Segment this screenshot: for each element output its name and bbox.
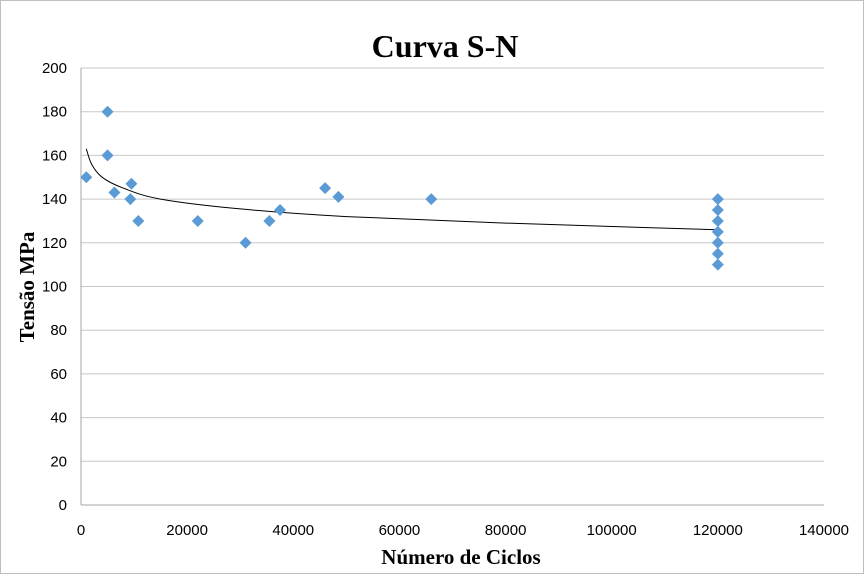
y-tick-label: 200 [42, 60, 67, 77]
y-axis-ticks: 0 20 40 60 80 100 120 140 160 180 200 [42, 60, 67, 514]
data-point [108, 186, 121, 199]
x-axis-label: Número de Ciclos [381, 545, 540, 569]
x-tick-label: 0 [77, 522, 85, 539]
data-point [125, 177, 138, 190]
data-point [711, 204, 724, 217]
data-points [80, 105, 724, 271]
data-point [711, 258, 724, 271]
x-tick-label: 80000 [485, 522, 527, 539]
y-tick-label: 40 [50, 410, 67, 427]
y-tick-label: 120 [42, 235, 67, 252]
data-point [332, 190, 345, 203]
data-point [101, 149, 114, 162]
y-axis-label: Tensão MPa [15, 231, 39, 342]
chart-title: Curva S-N [372, 28, 519, 64]
gridlines [81, 67, 824, 462]
data-point [263, 214, 276, 227]
y-tick-label: 0 [59, 497, 67, 514]
data-point [101, 105, 114, 118]
y-tick-label: 100 [42, 279, 67, 296]
y-tick-label: 180 [42, 104, 67, 121]
axes [80, 68, 824, 506]
data-point [425, 193, 438, 206]
x-tick-label: 40000 [272, 522, 314, 539]
data-point [711, 236, 724, 249]
data-point [711, 214, 724, 227]
x-tick-label: 140000 [799, 522, 849, 539]
x-tick-label: 120000 [693, 522, 743, 539]
y-tick-label: 60 [50, 366, 67, 383]
data-point [191, 214, 204, 227]
data-point [124, 193, 137, 206]
data-point [711, 193, 724, 206]
x-tick-label: 60000 [379, 522, 421, 539]
y-tick-label: 80 [50, 322, 67, 339]
data-point [80, 171, 93, 184]
data-point [132, 214, 145, 227]
y-tick-label: 20 [50, 453, 67, 470]
data-point [711, 247, 724, 260]
x-tick-label: 100000 [587, 522, 637, 539]
y-tick-label: 160 [42, 147, 67, 164]
data-point [274, 204, 287, 217]
x-tick-label: 20000 [166, 522, 208, 539]
data-point [319, 182, 332, 195]
trendline [85, 148, 718, 231]
data-point [711, 225, 724, 238]
trendline-group [85, 148, 718, 231]
y-tick-label: 140 [42, 191, 67, 208]
data-point [239, 236, 252, 249]
x-axis-ticks: 0 20000 40000 60000 80000 100000 120000 140000 [77, 522, 849, 539]
